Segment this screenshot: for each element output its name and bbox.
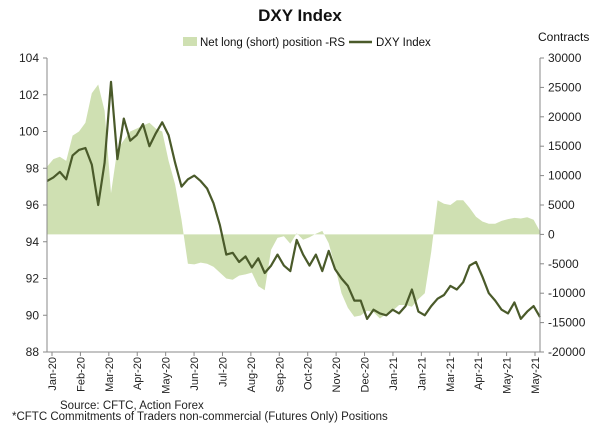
left-tick-label: 90 — [26, 308, 40, 322]
legend-swatch-net-position — [183, 37, 197, 46]
right-tick-label: 20000 — [548, 110, 582, 124]
x-tick-label: Feb-20 — [75, 357, 87, 392]
x-tick-label: Jan-20 — [47, 357, 59, 391]
x-tick-label: Mar-21 — [445, 357, 457, 392]
x-tick-label: Apr-21 — [473, 357, 485, 390]
series-area-net-position — [47, 84, 540, 319]
right-axis-label: Contracts — [538, 30, 589, 44]
x-tick-label: Jul-20 — [217, 357, 229, 387]
left-tick-label: 92 — [26, 272, 40, 286]
chart-title: DXY Index — [258, 6, 342, 25]
right-tick-label: 15000 — [548, 139, 582, 153]
x-tick-label: Jan-21 — [416, 357, 428, 391]
right-tick-label: -5000 — [548, 257, 579, 271]
left-tick-label: 94 — [26, 235, 40, 249]
footnote: *CFTC Commitments of Traders non-commerc… — [12, 411, 388, 423]
x-tick-label: Aug-20 — [246, 357, 258, 392]
x-tick-label: Jun-20 — [189, 357, 201, 391]
left-tick-label: 104 — [19, 51, 39, 65]
plot-area — [46, 80, 541, 320]
x-tick-label: Mar-20 — [104, 357, 116, 392]
legend-label-dxy: DXY Index — [376, 37, 431, 49]
x-tick-label: Apr-20 — [132, 357, 144, 390]
x-tick-label: Jan-21 — [388, 357, 400, 391]
right-tick-label: 0 — [548, 227, 555, 241]
x-tick-label: May-21 — [502, 357, 514, 394]
source-note: Source: CFTC, Action Forex — [60, 400, 204, 412]
right-tick-label: 25000 — [548, 80, 582, 94]
legend-label-net-position: Net long (short) position -RS — [200, 37, 345, 49]
left-tick-label: 98 — [26, 161, 40, 175]
right-tick-label: -10000 — [548, 286, 586, 300]
x-tick-label: Dec-20 — [360, 357, 372, 392]
x-tick-label: May-21 — [530, 357, 542, 394]
x-tick-label: May-20 — [161, 357, 173, 394]
left-tick-label: 96 — [26, 198, 40, 212]
left-tick-label: 102 — [19, 88, 39, 102]
series-line-dxy — [46, 80, 541, 320]
right-tick-label: 5000 — [548, 198, 575, 212]
right-tick-label: 30000 — [548, 51, 582, 65]
left-tick-label: 88 — [26, 345, 40, 359]
axes: 104 102 100 98 96 94 92 90 88 30000 25000 20000 1500… — [19, 51, 586, 394]
right-tick-label: 10000 — [548, 169, 582, 183]
right-tick-label: -15000 — [548, 316, 586, 330]
right-tick-label: -20000 — [548, 345, 586, 359]
x-tick-label: Oct-20 — [303, 357, 315, 390]
legend: Net long (short) position -RS DXY Index — [183, 37, 431, 49]
left-tick-label: 100 — [19, 125, 39, 139]
x-tick-label: Nov-20 — [331, 357, 343, 392]
x-tick-label: Sep-20 — [274, 357, 286, 392]
